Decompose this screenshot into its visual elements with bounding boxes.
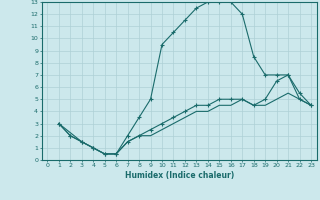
X-axis label: Humidex (Indice chaleur): Humidex (Indice chaleur) [124,171,234,180]
